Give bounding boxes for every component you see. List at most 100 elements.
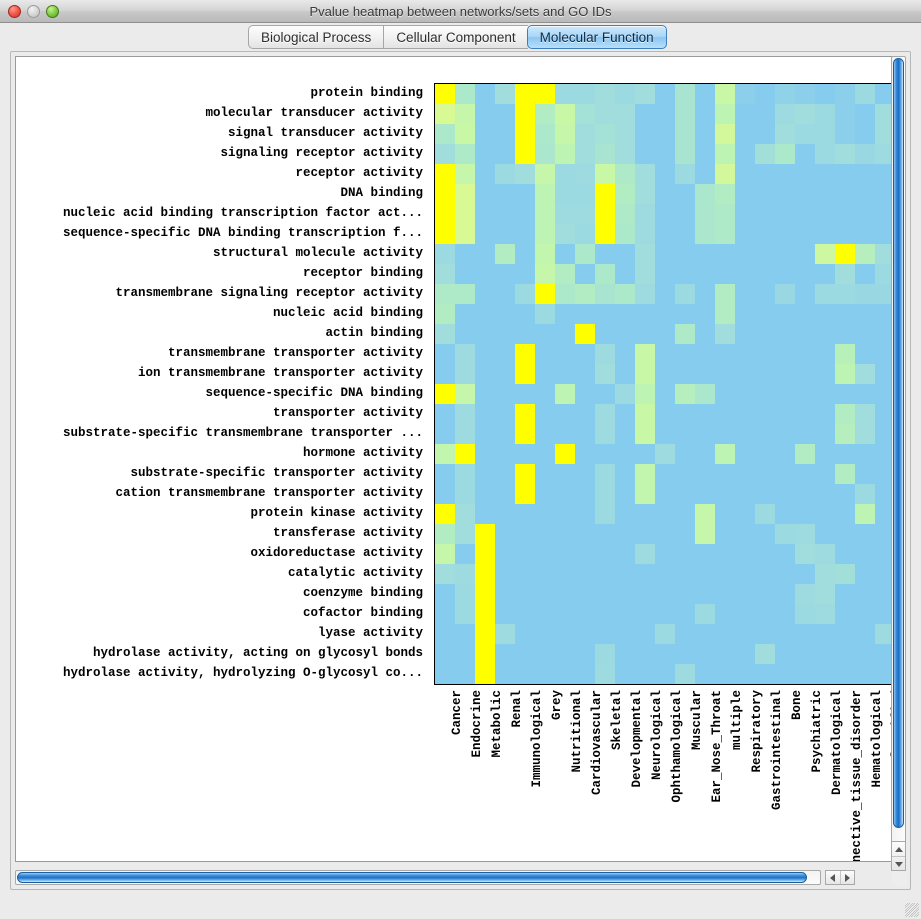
heatmap-cell[interactable] bbox=[435, 244, 455, 264]
heatmap-cell[interactable] bbox=[855, 124, 875, 144]
scroll-up-button[interactable] bbox=[892, 842, 905, 857]
heatmap-cell[interactable] bbox=[795, 304, 815, 324]
heatmap-cell[interactable] bbox=[515, 164, 535, 184]
heatmap-cell[interactable] bbox=[875, 484, 892, 504]
heatmap-cell[interactable] bbox=[575, 544, 595, 564]
heatmap-cell[interactable] bbox=[755, 224, 775, 244]
heatmap-cell[interactable] bbox=[595, 644, 615, 664]
heatmap-cell[interactable] bbox=[755, 564, 775, 584]
tab-biological-process[interactable]: Biological Process bbox=[248, 25, 384, 49]
heatmap-cell[interactable] bbox=[715, 484, 735, 504]
heatmap-cell[interactable] bbox=[535, 424, 555, 444]
heatmap-cell[interactable] bbox=[735, 344, 755, 364]
heatmap-cell[interactable] bbox=[755, 484, 775, 504]
heatmap-cell[interactable] bbox=[595, 344, 615, 364]
heatmap-cell[interactable] bbox=[435, 464, 455, 484]
heatmap-cell[interactable] bbox=[755, 544, 775, 564]
heatmap-cell[interactable] bbox=[515, 504, 535, 524]
heatmap-cell[interactable] bbox=[595, 104, 615, 124]
heatmap-cell[interactable] bbox=[595, 264, 615, 284]
heatmap-cell[interactable] bbox=[675, 84, 695, 104]
heatmap-cell[interactable] bbox=[635, 524, 655, 544]
heatmap-cell[interactable] bbox=[635, 324, 655, 344]
heatmap-cell[interactable] bbox=[675, 384, 695, 404]
heatmap-cell[interactable] bbox=[495, 564, 515, 584]
heatmap-cell[interactable] bbox=[815, 464, 835, 484]
heatmap-cell[interactable] bbox=[435, 384, 455, 404]
heatmap-cell[interactable] bbox=[535, 624, 555, 644]
heatmap-cell[interactable] bbox=[455, 644, 475, 664]
heatmap-cell[interactable] bbox=[615, 484, 635, 504]
scroll-right-button[interactable] bbox=[841, 871, 855, 884]
heatmap-cell[interactable] bbox=[675, 284, 695, 304]
heatmap-cell[interactable] bbox=[695, 624, 715, 644]
heatmap-cell[interactable] bbox=[535, 204, 555, 224]
heatmap-cell[interactable] bbox=[455, 284, 475, 304]
heatmap-cell[interactable] bbox=[695, 284, 715, 304]
heatmap-cell[interactable] bbox=[775, 384, 795, 404]
heatmap-cell[interactable] bbox=[875, 104, 892, 124]
heatmap-cell[interactable] bbox=[475, 264, 495, 284]
heatmap-cell[interactable] bbox=[595, 384, 615, 404]
heatmap-cell[interactable] bbox=[435, 584, 455, 604]
heatmap-cell[interactable] bbox=[475, 164, 495, 184]
heatmap-cell[interactable] bbox=[535, 384, 555, 404]
heatmap-cell[interactable] bbox=[815, 164, 835, 184]
heatmap-cell[interactable] bbox=[675, 264, 695, 284]
heatmap-cell[interactable] bbox=[615, 284, 635, 304]
heatmap-cell[interactable] bbox=[835, 524, 855, 544]
heatmap-cell[interactable] bbox=[655, 664, 675, 684]
heatmap-cell[interactable] bbox=[835, 344, 855, 364]
heatmap-cell[interactable] bbox=[475, 604, 495, 624]
heatmap-cell[interactable] bbox=[695, 264, 715, 284]
heatmap-cell[interactable] bbox=[475, 404, 495, 424]
heatmap-cell[interactable] bbox=[475, 484, 495, 504]
heatmap-cell[interactable] bbox=[495, 544, 515, 564]
heatmap-cell[interactable] bbox=[655, 304, 675, 324]
heatmap-cell[interactable] bbox=[475, 104, 495, 124]
heatmap-cell[interactable] bbox=[715, 84, 735, 104]
vertical-scrollbar[interactable] bbox=[891, 56, 906, 862]
heatmap-cell[interactable] bbox=[715, 184, 735, 204]
heatmap-cell[interactable] bbox=[755, 344, 775, 364]
heatmap-cell[interactable] bbox=[715, 124, 735, 144]
heatmap-cell[interactable] bbox=[555, 184, 575, 204]
heatmap-cell[interactable] bbox=[755, 124, 775, 144]
heatmap-cell[interactable] bbox=[755, 204, 775, 224]
heatmap-cell[interactable] bbox=[835, 224, 855, 244]
heatmap-cell[interactable] bbox=[855, 664, 875, 684]
heatmap-cell[interactable] bbox=[855, 144, 875, 164]
heatmap-cell[interactable] bbox=[615, 144, 635, 164]
heatmap-cell[interactable] bbox=[555, 584, 575, 604]
heatmap-cell[interactable] bbox=[835, 124, 855, 144]
heatmap-cell[interactable] bbox=[735, 304, 755, 324]
heatmap-cell[interactable] bbox=[435, 144, 455, 164]
heatmap-cell[interactable] bbox=[675, 404, 695, 424]
heatmap-cell[interactable] bbox=[495, 124, 515, 144]
heatmap-cell[interactable] bbox=[515, 144, 535, 164]
heatmap-cell[interactable] bbox=[835, 204, 855, 224]
heatmap-cell[interactable] bbox=[595, 464, 615, 484]
heatmap-cell[interactable] bbox=[735, 324, 755, 344]
heatmap-cell[interactable] bbox=[595, 564, 615, 584]
heatmap-cell[interactable] bbox=[495, 424, 515, 444]
heatmap-cell[interactable] bbox=[855, 104, 875, 124]
heatmap-cell[interactable] bbox=[835, 384, 855, 404]
heatmap-cell[interactable] bbox=[815, 84, 835, 104]
heatmap-cell[interactable] bbox=[815, 344, 835, 364]
heatmap-cell[interactable] bbox=[475, 464, 495, 484]
heatmap-cell[interactable] bbox=[655, 324, 675, 344]
heatmap-cell[interactable] bbox=[455, 104, 475, 124]
heatmap-cell[interactable] bbox=[735, 524, 755, 544]
heatmap-cell[interactable] bbox=[855, 484, 875, 504]
heatmap-cell[interactable] bbox=[475, 84, 495, 104]
heatmap-cell[interactable] bbox=[735, 604, 755, 624]
heatmap-cell[interactable] bbox=[755, 444, 775, 464]
heatmap-cell[interactable] bbox=[775, 144, 795, 164]
heatmap-cell[interactable] bbox=[695, 84, 715, 104]
heatmap-cell[interactable] bbox=[775, 84, 795, 104]
heatmap-cell[interactable] bbox=[455, 384, 475, 404]
heatmap-cell[interactable] bbox=[715, 344, 735, 364]
heatmap-cell[interactable] bbox=[695, 664, 715, 684]
heatmap-cell[interactable] bbox=[795, 524, 815, 544]
